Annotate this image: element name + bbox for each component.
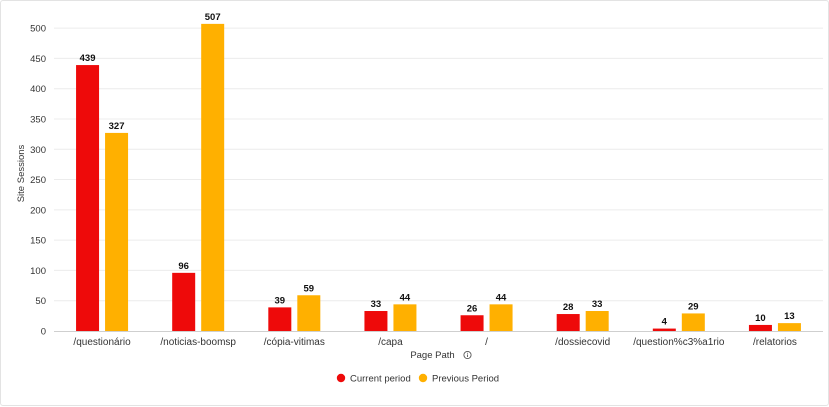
legend-label: Previous Period bbox=[432, 374, 499, 385]
bar-previous[interactable] bbox=[201, 23, 225, 331]
bar-previous[interactable] bbox=[681, 313, 705, 331]
y-tick-label: 150 bbox=[30, 236, 46, 247]
bar-previous[interactable] bbox=[777, 323, 801, 331]
data-label: 13 bbox=[784, 311, 795, 322]
bars bbox=[76, 23, 801, 331]
bar-current[interactable] bbox=[268, 307, 292, 331]
y-tick-label: 350 bbox=[30, 114, 46, 125]
info-icon-circle bbox=[463, 350, 472, 360]
data-label: 44 bbox=[496, 292, 507, 303]
y-tick-label: 450 bbox=[30, 54, 46, 65]
bar-current[interactable] bbox=[748, 324, 772, 331]
y-tick-label: 400 bbox=[30, 84, 46, 95]
x-tick-label: /question%c3%a1rio bbox=[633, 337, 725, 348]
data-label: 28 bbox=[563, 302, 574, 313]
data-label: 26 bbox=[467, 303, 478, 314]
data-label: 59 bbox=[304, 283, 315, 294]
y-tick-label: 0 bbox=[41, 327, 46, 338]
bar-current[interactable] bbox=[76, 65, 100, 331]
y-axis-title: Site Sessions bbox=[16, 144, 27, 202]
data-label: 4 bbox=[662, 317, 668, 328]
legend-swatch bbox=[336, 373, 346, 383]
data-label: 507 bbox=[205, 12, 221, 23]
data-label: 39 bbox=[275, 295, 286, 306]
y-tick-label: 100 bbox=[30, 266, 46, 277]
y-axis-ticks: 0 50 100 150 200 250 300 350 400 450 500 bbox=[30, 24, 46, 338]
y-tick-label: 50 bbox=[35, 296, 46, 307]
data-label: 96 bbox=[178, 261, 189, 272]
bar-current[interactable] bbox=[556, 314, 580, 331]
data-label: 29 bbox=[688, 301, 699, 312]
x-tick-label[interactable]: /relatorios bbox=[753, 337, 797, 348]
x-tick-label: /cópia-vitimas bbox=[264, 337, 325, 348]
data-label: 44 bbox=[400, 292, 411, 303]
bar-previous[interactable] bbox=[489, 304, 513, 331]
data-label: 33 bbox=[371, 299, 382, 310]
data-label: 10 bbox=[755, 313, 766, 324]
legend-swatch bbox=[418, 373, 428, 383]
x-tick-label: /capa bbox=[378, 337, 403, 348]
bar-previous[interactable] bbox=[297, 295, 321, 331]
y-tick-label: 500 bbox=[30, 24, 46, 35]
y-tick-label: 200 bbox=[30, 205, 46, 216]
x-tick-label: /questionário bbox=[73, 337, 131, 348]
legend-label: Current period bbox=[350, 374, 411, 385]
data-label: 327 bbox=[109, 121, 125, 132]
legend-item-current[interactable]: Current period bbox=[336, 373, 411, 385]
bar-current[interactable] bbox=[172, 272, 196, 331]
bar-current[interactable] bbox=[364, 311, 388, 331]
y-tick-label: 300 bbox=[30, 145, 46, 156]
bar-previous[interactable] bbox=[105, 132, 129, 331]
y-tick-label: 250 bbox=[30, 175, 46, 186]
data-labels: 439 327 96 507 39 59 33 44 26 44 28 33 4 29 10 13 bbox=[80, 12, 795, 328]
x-axis-ticks: /questionário/noticias-boomsp/cópia-viti… bbox=[73, 337, 796, 348]
bar-current[interactable] bbox=[652, 328, 676, 331]
x-tick-label[interactable]: /noticias-boomsp bbox=[160, 337, 236, 348]
legend-item-previous[interactable]: Previous Period bbox=[418, 373, 499, 385]
data-label: 33 bbox=[592, 299, 603, 310]
bar-previous[interactable] bbox=[393, 304, 417, 331]
x-tick-label[interactable]: /dossiecovid bbox=[555, 337, 610, 348]
x-axis-title-text: Page Path bbox=[410, 350, 454, 361]
info-icon-dot bbox=[467, 352, 468, 354]
x-axis-title: Page Path bbox=[410, 350, 454, 361]
bar-current[interactable] bbox=[460, 315, 484, 331]
legend: Current period Previous Period bbox=[336, 373, 499, 385]
gridlines bbox=[54, 27, 823, 302]
x-tick-label: / bbox=[485, 337, 488, 348]
bar-previous[interactable] bbox=[585, 311, 609, 331]
data-label: 439 bbox=[80, 53, 96, 64]
info-icon[interactable] bbox=[463, 350, 472, 360]
